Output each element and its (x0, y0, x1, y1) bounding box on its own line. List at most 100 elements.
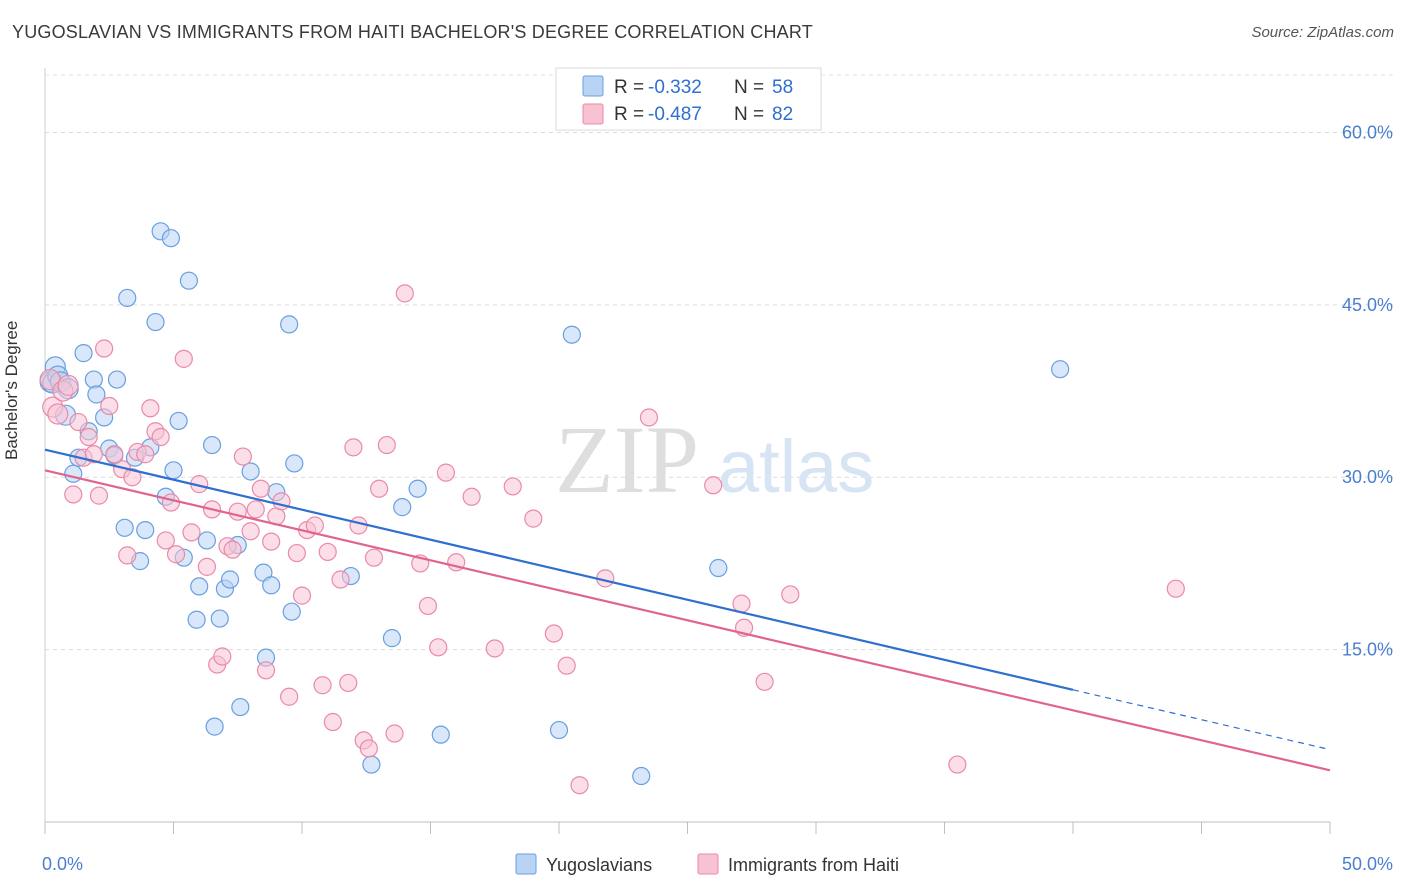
point-yugoslavians (161, 229, 181, 248)
point-haiti (313, 676, 332, 695)
point-yugoslavians (164, 461, 183, 480)
point-haiti (344, 438, 363, 457)
point-haiti (570, 776, 589, 795)
point-haiti (95, 339, 114, 358)
point-haiti (161, 493, 181, 512)
point-haiti (370, 479, 389, 498)
series-legend-swatch-yugoslavians (515, 853, 537, 875)
point-yugoslavians (431, 725, 450, 744)
point-yugoslavians (197, 531, 217, 550)
point-yugoslavians (136, 520, 155, 540)
x-tick-label: 50.0% (1342, 854, 1393, 874)
legend-n-value-1: 58 (772, 77, 793, 98)
y-tick-label: 15.0% (1342, 640, 1393, 660)
point-haiti (105, 445, 124, 464)
point-yugoslavians (1051, 360, 1070, 379)
point-haiti (349, 516, 368, 535)
point-haiti (79, 427, 98, 447)
point-haiti (557, 656, 576, 675)
point-yugoslavians (74, 344, 93, 363)
legend-r-value-2: -0.487 (648, 104, 702, 125)
point-haiti (197, 557, 217, 576)
point-haiti (166, 545, 186, 564)
tick-labels: 15.0% 30.0% 45.0% 60.0% 0.0% 50.0% (42, 122, 1393, 874)
point-yugoslavians (562, 325, 581, 344)
point-haiti (377, 435, 396, 455)
point-yugoslavians (241, 462, 260, 481)
point-haiti (364, 548, 384, 567)
point-haiti (436, 463, 456, 482)
point-yugoslavians (280, 315, 299, 334)
point-haiti (64, 485, 83, 504)
series-legend-label-yugoslavians: Yugoslavians (546, 855, 652, 875)
point-haiti (503, 477, 522, 496)
point-yugoslavians (205, 717, 224, 736)
point-haiti (948, 755, 967, 774)
point-haiti (47, 403, 69, 425)
point-yugoslavians (107, 370, 127, 389)
point-haiti (69, 412, 88, 432)
point-haiti (241, 522, 260, 541)
legend-swatch-yugoslavians (582, 75, 604, 97)
point-haiti (151, 427, 170, 447)
trend-line-yugoslavians (44, 448, 1074, 691)
point-yugoslavians (709, 558, 728, 578)
point-haiti (89, 486, 109, 505)
point-yugoslavians (169, 411, 188, 431)
y-tick-label: 60.0% (1342, 122, 1393, 142)
point-haiti (251, 479, 270, 498)
point-haiti (246, 500, 265, 519)
point-haiti (781, 585, 800, 604)
point-yugoslavians (549, 720, 569, 740)
point-yugoslavians (285, 454, 304, 473)
source-label: Source: ZipAtlas.com (1251, 24, 1394, 41)
legend-r-label-2: R = (614, 104, 644, 125)
point-yugoslavians (220, 570, 240, 589)
point-yugoslavians (87, 385, 106, 404)
data-points (39, 222, 1185, 795)
point-haiti (233, 447, 252, 466)
axes (44, 68, 1331, 834)
point-yugoslavians (118, 288, 137, 308)
point-haiti (84, 445, 103, 464)
point-haiti (213, 647, 232, 666)
point-haiti (339, 673, 358, 693)
watermark-zip: ZIP (555, 406, 699, 513)
point-yugoslavians (84, 370, 103, 389)
point-yugoslavians (187, 610, 206, 629)
point-haiti (732, 594, 751, 613)
series-legend: Yugoslavians Immigrants from Haiti (515, 853, 899, 875)
legend-n-label-1: N = (734, 77, 764, 98)
y-tick-label: 30.0% (1342, 467, 1393, 487)
point-haiti (256, 661, 276, 680)
point-yugoslavians (231, 697, 250, 717)
point-haiti (323, 712, 342, 732)
legend-n-label-2: N = (734, 104, 764, 125)
point-haiti (429, 638, 448, 657)
point-haiti (100, 396, 119, 416)
point-haiti (318, 542, 337, 562)
point-yugoslavians (146, 312, 165, 332)
point-haiti (287, 543, 306, 563)
point-yugoslavians (282, 602, 301, 621)
point-yugoslavians (382, 629, 402, 648)
point-yugoslavians (64, 464, 83, 483)
legend-r-label-1: R = (614, 77, 644, 98)
point-yugoslavians (408, 479, 427, 498)
point-haiti (118, 546, 137, 565)
point-haiti (280, 687, 299, 706)
point-haiti (174, 349, 193, 368)
point-haiti (755, 672, 774, 691)
point-yugoslavians (190, 577, 209, 596)
legend-n-value-2: 82 (772, 104, 793, 125)
point-haiti (182, 523, 201, 542)
point-haiti (156, 531, 175, 550)
trend-lines (44, 448, 1331, 772)
point-yugoslavians (393, 498, 412, 517)
point-haiti (395, 284, 414, 303)
watermark-atlas: atlas (718, 425, 874, 508)
point-haiti (292, 586, 312, 605)
point-haiti (223, 540, 242, 559)
legend-r-value-1: -0.332 (648, 77, 702, 98)
